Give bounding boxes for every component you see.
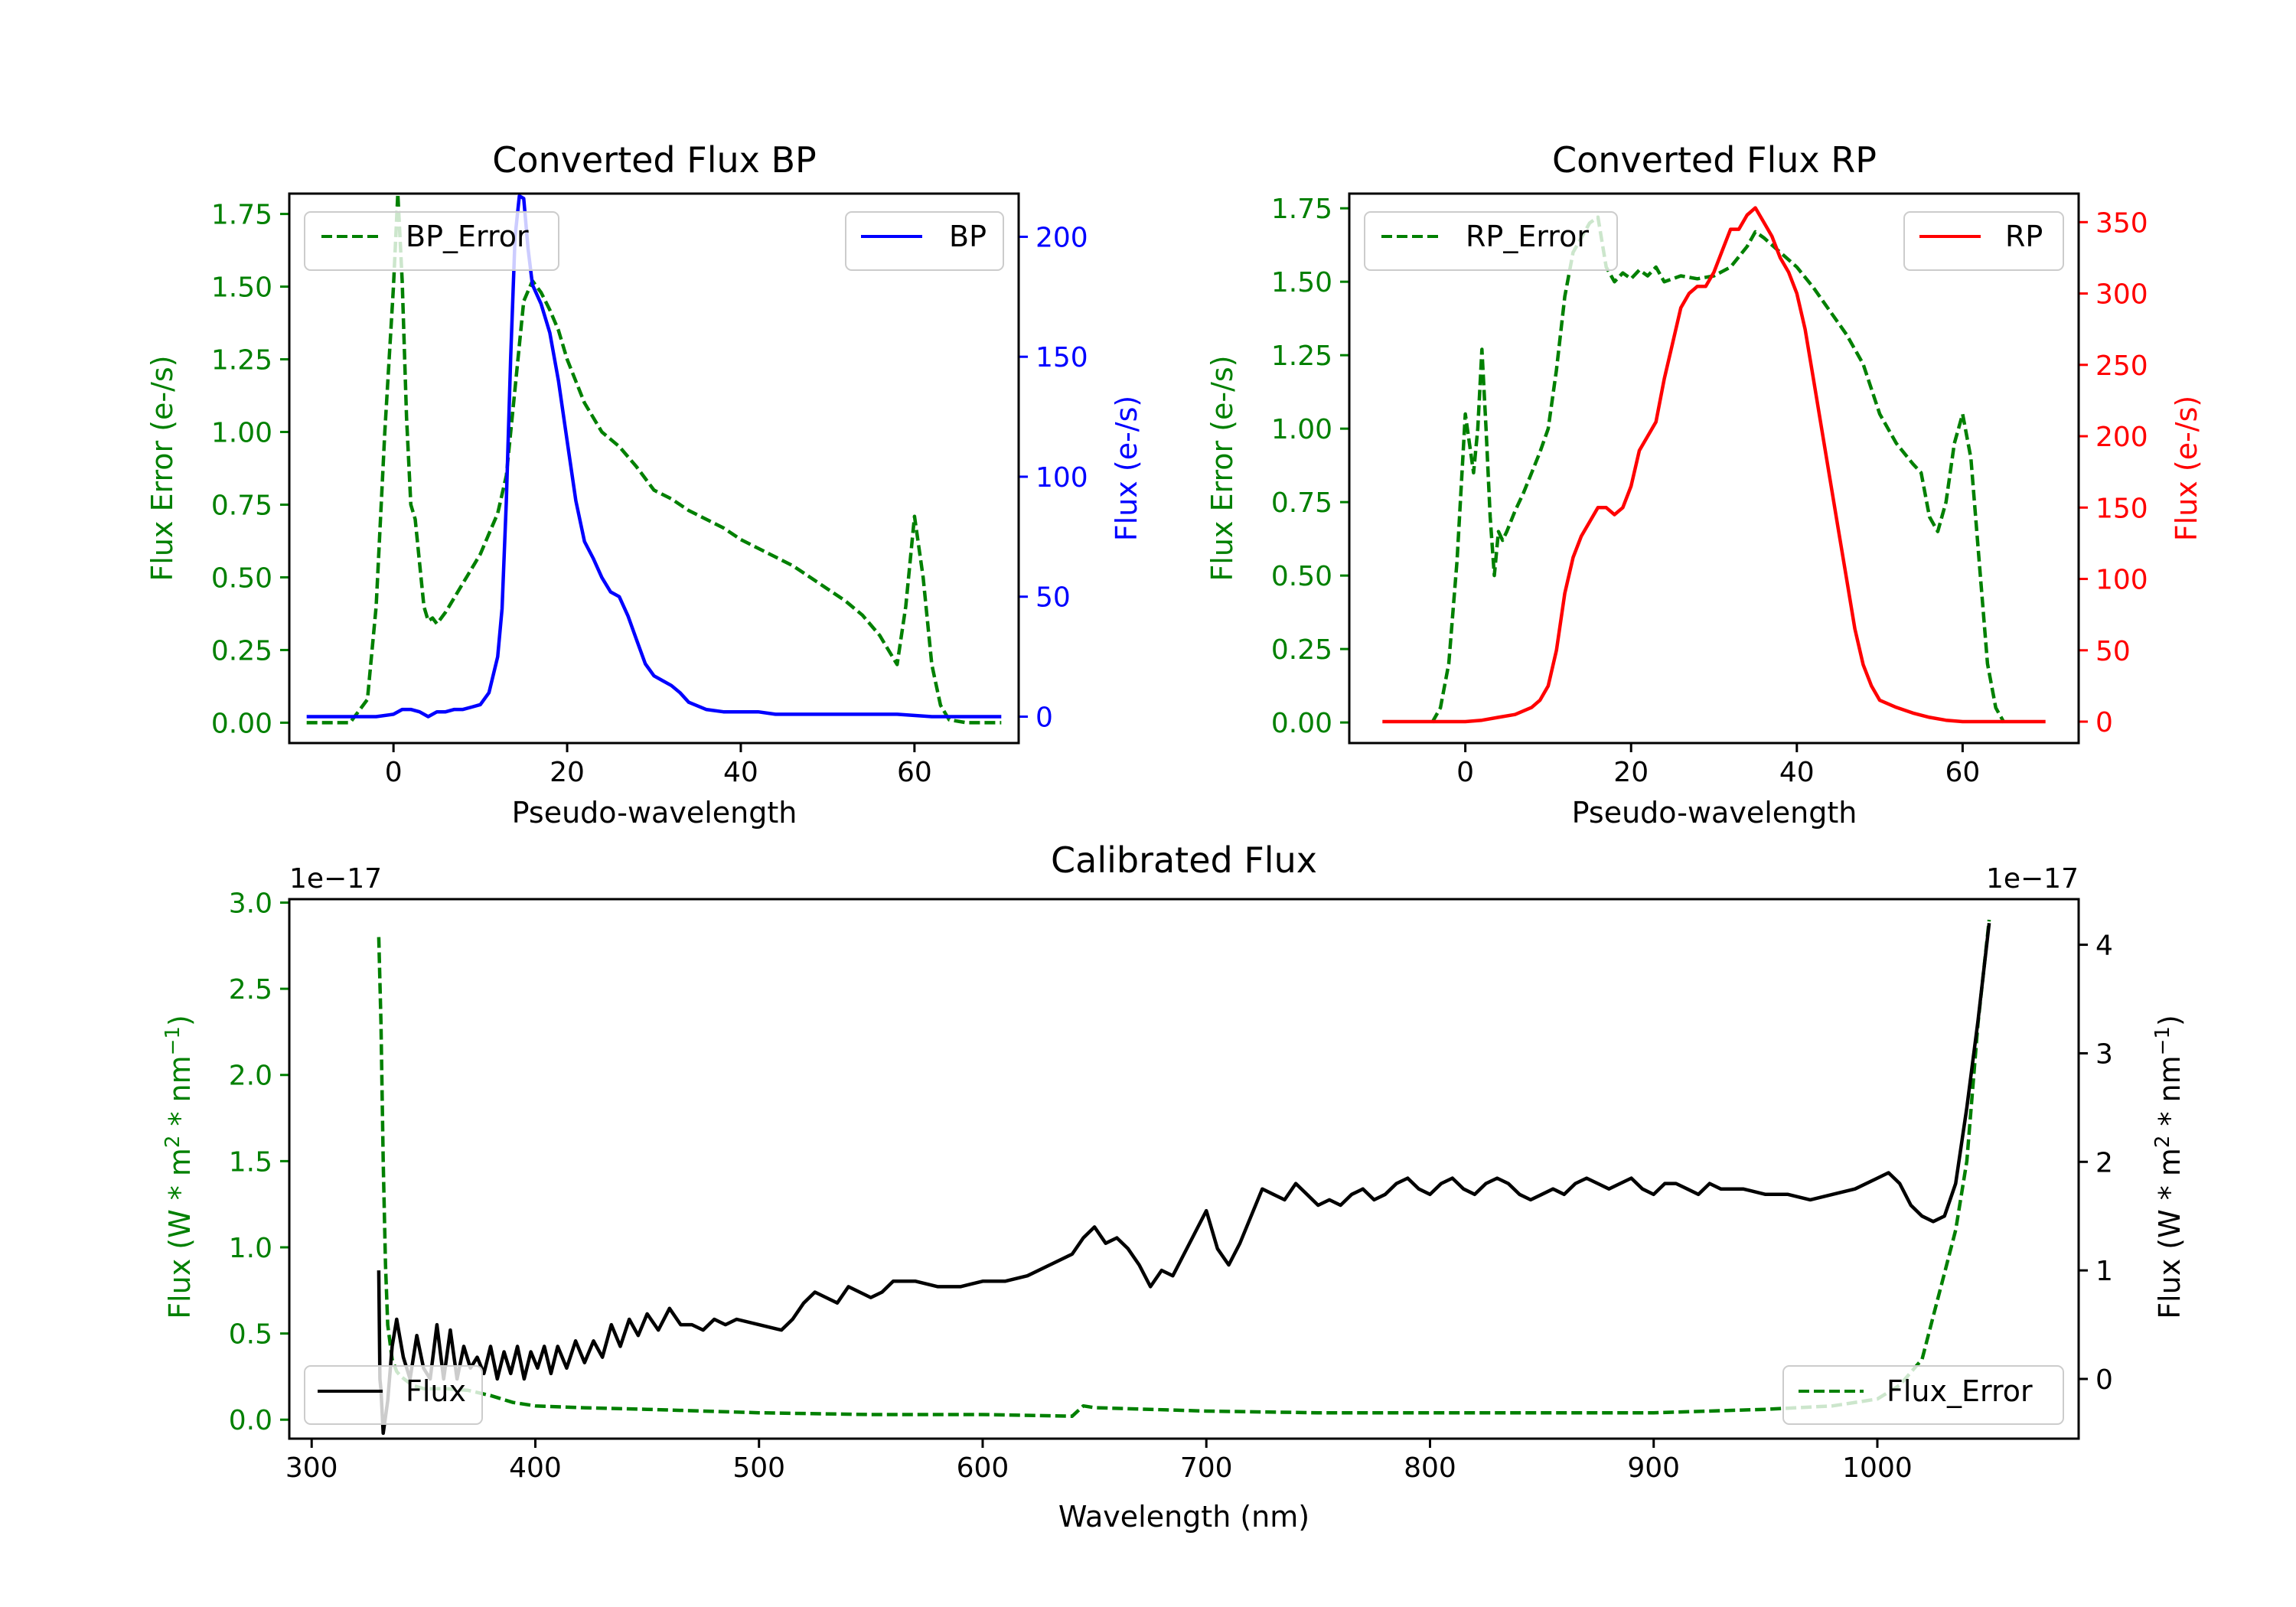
bp-left-tick-label: 1.50 (211, 272, 272, 304)
rp-x-axis-label: Pseudo-wavelength (1572, 796, 1857, 830)
cal-left-tick-label: 1.0 (229, 1233, 272, 1264)
rp-right-tick-label: 150 (2095, 493, 2148, 524)
rp-left-tick-label: 1.75 (1271, 194, 1332, 225)
cal-error-legend: Flux_Error (1782, 1365, 2064, 1425)
rp-right-tick-label: 0 (2095, 707, 2113, 738)
cal-left-offset-text: 1e−17 (289, 863, 382, 895)
rp-right-tick-label: 200 (2095, 422, 2148, 453)
cal-error-legend-label: Flux_Error (1887, 1374, 2033, 1408)
bp-chart-panel: Converted Flux BP Pseudo-wavelength Flux… (145, 139, 1143, 830)
cal-right-tick-label: 3 (2095, 1038, 2113, 1070)
bp-left-axis-label: Flux Error (e-/s) (145, 355, 179, 581)
rp-flux-legend-label: RP (2005, 220, 2043, 253)
bp-right-axis-label: Flux (e-/s) (1110, 396, 1143, 541)
rp-left-tick-label: 0.25 (1271, 634, 1332, 666)
bp-series-bp-error (306, 191, 1002, 725)
bp-x-tick-label: 40 (723, 757, 758, 788)
rp-plot-frame (1348, 192, 2080, 745)
cal-chart-title: Calibrated Flux (1051, 839, 1317, 881)
cal-x-axis-label: Wavelength (nm) (1058, 1500, 1309, 1534)
rp-chart-panel: Converted Flux RP Pseudo-wavelength Flux… (1205, 139, 2203, 830)
bp-x-tick-label: 20 (550, 757, 585, 788)
bp-right-tick-label: 200 (1035, 222, 1088, 253)
bp-right-tick-label: 150 (1035, 342, 1088, 373)
bp-x-tick-label: 0 (385, 757, 403, 788)
bp-right-tick-label: 100 (1035, 462, 1088, 494)
cal-left-tick-label: 2.0 (229, 1061, 272, 1092)
cal-chart-panel: Calibrated Flux Wavelength (nm) 1e−17 1e… (161, 839, 2187, 1534)
bp-x-tick-label: 60 (897, 757, 932, 788)
rp-series-rp (1382, 206, 2046, 724)
bp-left-tick-label: 1.75 (211, 200, 272, 231)
bp-chart-title: Converted Flux BP (492, 139, 817, 181)
bp-flux-legend: BP (845, 211, 1004, 271)
bp-left-tick-label: 0.75 (211, 490, 272, 521)
cal-x-tick-label: 500 (732, 1452, 785, 1484)
rp-left-tick-label: 1.25 (1271, 341, 1332, 372)
rp-chart-title: Converted Flux RP (1552, 139, 1877, 181)
rp-right-tick-label: 300 (2095, 279, 2148, 311)
cal-right-tick-label: 2 (2095, 1147, 2113, 1178)
rp-left-axis-label: Flux Error (e-/s) (1205, 355, 1239, 581)
rp-right-tick-label: 250 (2095, 350, 2148, 382)
cal-right-offset-text: 1e−17 (1986, 863, 2079, 895)
cal-x-tick-label: 1000 (1842, 1452, 1913, 1484)
bp-right-tick-label: 0 (1035, 702, 1053, 734)
rp-flux-legend: RP (1903, 211, 2064, 271)
bp-error-legend-label: BP_Error (406, 220, 529, 253)
cal-x-tick-label: 400 (509, 1452, 562, 1484)
bp-flux-legend-label: BP (949, 220, 987, 253)
cal-right-tick-label: 1 (2095, 1256, 2113, 1287)
cal-right-tick-label: 0 (2095, 1364, 2113, 1396)
bp-series-bp (306, 194, 1002, 719)
rp-x-tick-label: 0 (1456, 757, 1474, 788)
bp-error-legend: BP_Error (304, 211, 559, 271)
cal-x-tick-label: 300 (285, 1452, 338, 1484)
cal-left-tick-label: 3.0 (229, 888, 272, 920)
cal-series-flux (377, 922, 1991, 1436)
bp-plot-frame (288, 192, 1020, 745)
bp-left-tick-label: 0.25 (211, 635, 272, 667)
cal-x-tick-label: 800 (1404, 1452, 1456, 1484)
cal-plot-frame (288, 898, 2080, 1440)
rp-series-rp-error (1430, 215, 2006, 724)
rp-left-tick-label: 0.75 (1271, 487, 1332, 519)
cal-left-tick-label: 2.5 (229, 974, 272, 1006)
bp-left-tick-label: 1.25 (211, 345, 272, 376)
rp-right-tick-label: 350 (2095, 207, 2148, 239)
bp-right-tick-label: 50 (1035, 582, 1071, 614)
cal-flux-legend: Flux (304, 1365, 483, 1425)
rp-left-tick-label: 1.00 (1271, 414, 1332, 445)
rp-right-axis-label: Flux (e-/s) (2170, 396, 2203, 541)
cal-left-tick-label: 0.5 (229, 1319, 272, 1351)
rp-error-legend: RP_Error (1364, 211, 1618, 271)
cal-right-axis-label: Flux (W * m2 * nm−1) (2151, 1015, 2187, 1319)
cal-x-tick-label: 600 (957, 1452, 1009, 1484)
rp-left-tick-label: 1.50 (1271, 267, 1332, 298)
rp-right-tick-label: 50 (2095, 636, 2131, 667)
cal-x-tick-label: 700 (1180, 1452, 1233, 1484)
rp-x-tick-label: 20 (1613, 757, 1649, 788)
rp-left-tick-label: 0.50 (1271, 561, 1332, 592)
cal-x-tick-label: 900 (1627, 1452, 1680, 1484)
cal-flux-legend-label: Flux (406, 1374, 466, 1408)
cal-left-axis-label: Flux (W * m2 * nm−1) (161, 1015, 197, 1319)
cal-left-tick-label: 1.5 (229, 1146, 272, 1178)
rp-left-tick-label: 0.00 (1271, 708, 1332, 739)
rp-x-tick-label: 40 (1779, 757, 1815, 788)
rp-error-legend-label: RP_Error (1466, 220, 1589, 253)
bp-left-tick-label: 1.00 (211, 418, 272, 449)
bp-left-tick-label: 0.00 (211, 708, 272, 739)
cal-right-tick-label: 4 (2095, 931, 2113, 962)
rp-x-tick-label: 60 (1945, 757, 1980, 788)
rp-right-tick-label: 100 (2095, 565, 2148, 596)
bp-x-axis-label: Pseudo-wavelength (512, 796, 797, 830)
bp-left-tick-label: 0.50 (211, 562, 272, 594)
cal-left-tick-label: 0.0 (229, 1405, 272, 1436)
